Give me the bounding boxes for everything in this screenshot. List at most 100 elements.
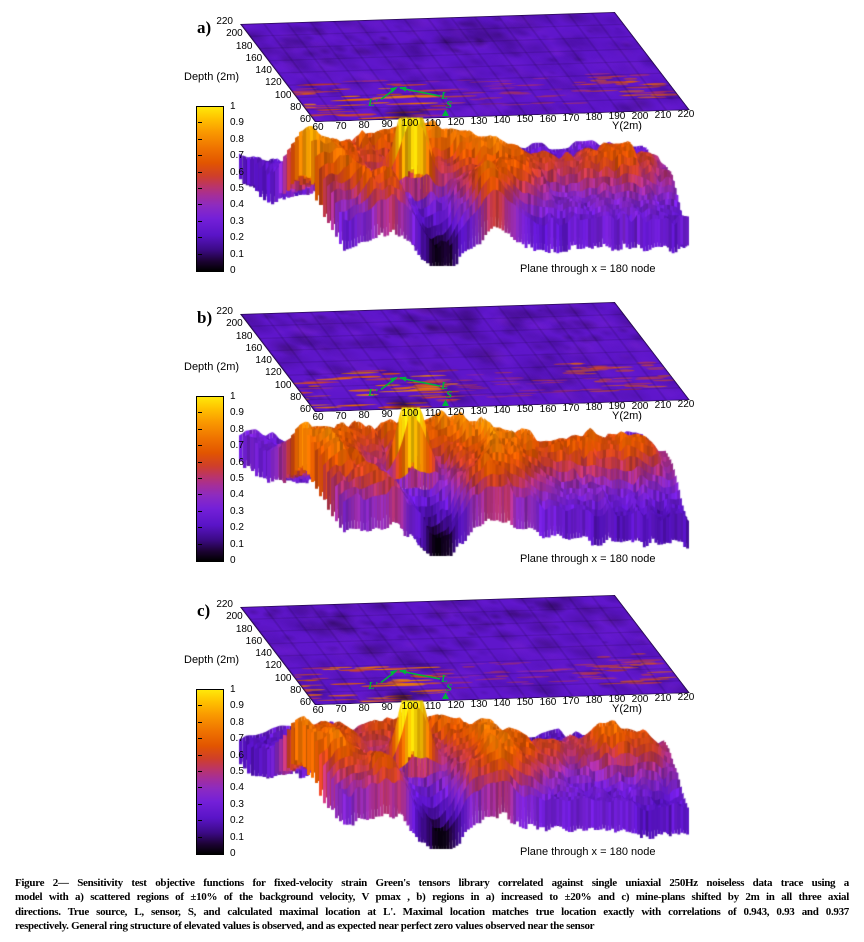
tick-label: 0.9 [230,117,244,129]
tick-label: 110 [425,700,441,712]
colorbar-tick-mark [198,204,202,206]
colorbar-tick-mark [198,138,202,140]
colorbar-tick-mark [198,820,202,822]
tick-label: 170 [562,112,580,124]
tick-label: 120 [265,367,282,379]
tick-label: 160 [245,635,263,647]
colorbar [196,106,224,272]
tick-label: 120 [447,699,465,711]
tick-label: 220 [216,16,233,27]
objective-surface-3d [235,697,700,861]
tick-label: 150 [516,114,534,126]
tick-label: 0.5 [230,766,244,777]
colorbar-tick-mark [198,787,202,789]
tick-label: 220 [677,399,695,411]
tick-label: 180 [585,402,603,414]
tick-label: 0 [230,265,236,276]
tick-label: 90 [381,119,393,131]
tick-label: 0.4 [230,782,244,794]
tick-label: 190 [608,111,626,123]
colorbar-tick-mark [198,478,202,479]
tick-label: 0.1 [230,248,244,260]
tick-label: 80 [290,684,302,696]
tick-label: 0.1 [230,831,244,843]
tick-label: 190 [608,401,626,413]
y-axis-label: Y(2m) [612,410,642,422]
tick-label: 130 [470,406,488,418]
tick-label: 120 [447,116,465,128]
tick-label: 170 [562,402,580,414]
tick-label: 0.3 [230,215,244,227]
tick-label: 160 [245,342,263,354]
objective-plane-heatmap [240,12,691,122]
colorbar-tick-mark [198,721,202,723]
tick-label: 60 [312,704,324,716]
colorbar-tick-mark [198,510,202,512]
objective-plane-heatmap [240,595,691,705]
tick-label: 140 [255,648,272,659]
depth-axis-label: Depth (2m) [184,71,240,83]
tick-label: 140 [493,115,511,127]
tick-label: 100 [274,89,292,101]
colorbar-tick-mark [198,836,202,838]
tick-label: 0.8 [230,423,244,435]
tick-label: 90 [381,702,393,714]
colorbar-tick-mark [198,527,202,529]
tick-label: 0.1 [230,538,244,550]
tick-label: 70 [335,410,347,422]
tick-label: 140 [255,65,272,76]
y-axis-label: Y(2m) [612,703,642,715]
tick-label: 220 [677,109,695,121]
tick-label: 200 [631,110,649,122]
tick-label: 110 [425,117,441,129]
tick-label: 180 [235,330,253,342]
colorbar-tick-mark [198,461,202,463]
tick-label: 110 [425,407,441,419]
tick-label: 210 [654,399,672,411]
tick-label: 0.8 [230,133,244,145]
tick-label: 0.3 [230,505,244,517]
colorbar-tick-mark [198,543,202,545]
tick-label: 80 [290,391,302,403]
tick-label: 80 [358,702,370,714]
figure-panel-a: a) Depth (2m) Y(2m) 220 200 180 160 140 120 10… [0,0,864,292]
tick-label: 80 [358,119,370,131]
tick-label: 200 [226,611,243,623]
tick-label: 1 [230,684,236,695]
tick-label: 190 [608,694,626,706]
tick-label: 0.7 [230,733,244,745]
tick-label: 180 [585,695,603,707]
tick-label: 0.6 [230,166,244,178]
tick-label: 220 [216,306,233,317]
tick-label: 160 [539,113,557,125]
caption-line: Figure 2— Sensitivity test objective fun… [15,877,849,889]
colorbar-tick-mark [198,155,202,157]
colorbar-tick-mark [198,220,202,222]
colorbar-tick-mark [198,188,202,189]
objective-surface-3d [235,404,700,568]
plane-note: Plane through x = 180 node [520,263,656,275]
tick-label: 0.2 [230,815,244,827]
tick-label: 210 [654,109,672,121]
tick-label: 0.2 [230,232,244,244]
figure-panel-c: c) Depth (2m) Y(2m) 220 200 180 160 140 120 10… [0,583,864,875]
panel-label-c: c) [197,601,211,620]
tick-label: 0.7 [230,440,244,452]
tick-label: 160 [539,403,557,415]
tick-label: 180 [235,623,253,635]
tick-label: 220 [677,692,695,704]
panel-label-a: a) [197,18,212,37]
tick-label: 0 [230,848,236,859]
colorbar-tick-mark [198,771,202,772]
colorbar-tick-mark [198,412,202,414]
colorbar-tick-mark [198,253,202,255]
tick-label: 0 [230,555,236,566]
colorbar-tick-mark [198,428,202,430]
tick-label: 160 [539,696,557,708]
colorbar [196,689,224,855]
tick-label: 200 [226,318,243,330]
tick-label: 150 [516,697,534,709]
tick-label: 200 [631,693,649,705]
depth-axis-label: Depth (2m) [184,654,240,666]
depth-axis-label: Depth (2m) [184,361,240,373]
